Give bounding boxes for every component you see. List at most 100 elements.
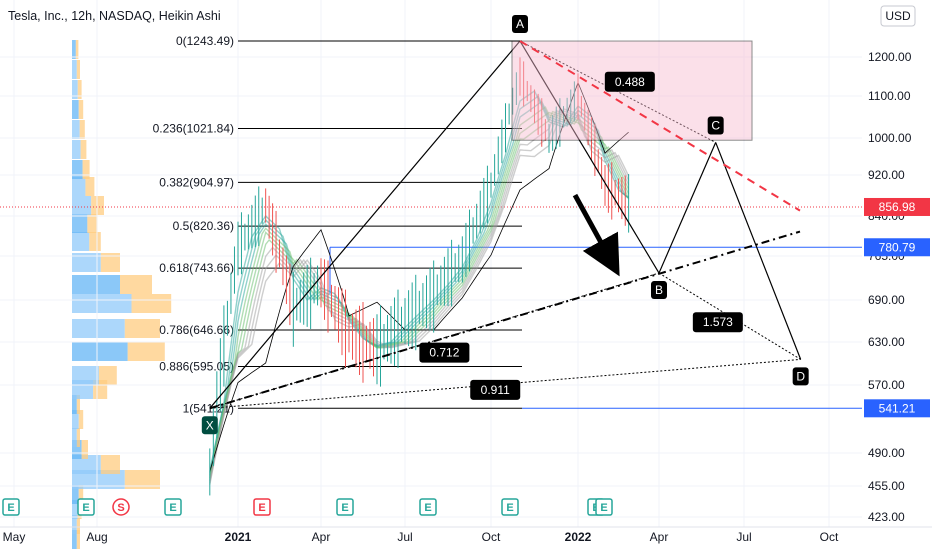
time-axis: May Aug 2021 Apr Jul Oct 2022 Apr Jul Oct xyxy=(0,526,932,544)
grid xyxy=(0,0,862,527)
event-marker: E xyxy=(253,498,271,516)
ratio-label: 0.488 xyxy=(615,75,645,89)
harmonic-pattern[interactable]: X A B C D 0.488 0.712 1.573 0.911 xyxy=(201,15,809,435)
ratio-badge-bg xyxy=(692,312,743,333)
volume-bar xyxy=(72,530,77,549)
volume-bar xyxy=(127,342,165,361)
fib-level-label: 0.236(1021.84) xyxy=(153,121,234,135)
price-tick-label: 1100.00 xyxy=(868,89,911,103)
volume-bar xyxy=(72,470,125,489)
currency-badge[interactable]: USD xyxy=(880,5,916,27)
time-tick-label: Oct xyxy=(482,530,501,544)
fib-level-label: 0.886(595.05) xyxy=(159,360,234,374)
price-tick-label: 630.00 xyxy=(868,335,905,349)
price-label: 856.98 xyxy=(879,200,916,214)
price-label: 780.79 xyxy=(879,240,916,254)
event-label: S xyxy=(117,502,124,514)
volume-bar xyxy=(72,40,76,59)
ratio-badge: 0.488 xyxy=(604,71,655,92)
event-marker: E xyxy=(2,498,20,516)
fib-level-label: 0(1243.49) xyxy=(176,34,234,48)
price-tick-label: 455.00 xyxy=(868,479,905,493)
price-tick-label: 690.00 xyxy=(868,293,905,307)
trendline-support xyxy=(209,230,801,410)
ratio-badge-bg xyxy=(419,342,470,363)
point-badge xyxy=(201,416,218,435)
event-label: E xyxy=(7,502,14,514)
pattern-leg xyxy=(658,142,717,274)
volume-bar xyxy=(72,410,79,429)
event-badge xyxy=(419,498,437,516)
fib-level-label: 0.786(646.66) xyxy=(159,323,234,337)
time-tick-label: 2022 xyxy=(565,530,592,544)
fib-retracement[interactable]: 0(1243.49) 0.236(1021.84) 0.382(904.97) 0.5… xyxy=(153,34,522,415)
volume-bar xyxy=(72,366,99,385)
event-badge xyxy=(77,498,95,516)
candles xyxy=(209,57,630,496)
volume-bar xyxy=(91,196,104,215)
ratio-label: 0.911 xyxy=(481,383,510,397)
time-tick-label: Apr xyxy=(650,530,669,544)
pattern-diagonal xyxy=(519,40,716,143)
volume-bar xyxy=(98,366,117,385)
fib-level-label: 0.5(820.36) xyxy=(173,219,234,233)
ribbon-line xyxy=(209,95,630,474)
ratio-badge: 0.712 xyxy=(419,342,470,363)
point-label: A xyxy=(516,17,524,31)
event-badge xyxy=(164,498,182,516)
point-label: C xyxy=(711,118,720,132)
event-badge xyxy=(595,498,613,516)
event-marker: E xyxy=(501,498,519,516)
volume-bar xyxy=(78,100,84,119)
volume-bar xyxy=(72,253,101,272)
event-label: E xyxy=(169,502,176,514)
point-label: X xyxy=(206,418,214,432)
event-markers: EESEEEEEEE xyxy=(2,498,613,516)
event-badge xyxy=(112,498,130,516)
event-marker: S xyxy=(112,498,130,516)
event-label: E xyxy=(341,502,348,514)
volume-bar xyxy=(78,410,84,429)
volume-bar xyxy=(72,80,78,99)
price-axis: 1200.001100.001000.00920.00840.00765.006… xyxy=(864,50,930,524)
ribbon-line xyxy=(209,100,630,475)
ma-line xyxy=(209,81,629,472)
volume-bar xyxy=(72,60,77,79)
volume-bar xyxy=(120,275,152,294)
ribbon-line xyxy=(209,108,630,484)
time-tick-label: Aug xyxy=(86,530,107,544)
volume-bar xyxy=(75,40,79,59)
volume-bar xyxy=(72,275,120,294)
ma-ribbon xyxy=(209,81,630,485)
volume-bar xyxy=(100,253,120,272)
time-tick-label: Jul xyxy=(736,530,751,544)
volume-bar xyxy=(72,177,86,196)
price-tick-label: 490.00 xyxy=(868,446,905,460)
price-label-bg xyxy=(864,197,930,216)
price-tick-label: 920.00 xyxy=(868,168,905,182)
event-badge xyxy=(501,498,519,516)
volume-bar xyxy=(89,232,101,251)
volume-bar xyxy=(72,319,125,338)
volume-bar xyxy=(72,214,88,233)
point-label: B xyxy=(655,283,663,297)
point-label-x: X xyxy=(201,416,218,435)
event-label: E xyxy=(82,502,89,514)
volume-bar xyxy=(80,140,87,159)
ratio-label: 0.712 xyxy=(429,346,459,360)
event-marker: E xyxy=(77,498,95,516)
point-label-d: D xyxy=(792,367,809,386)
volume-bar xyxy=(72,500,78,519)
time-tick-label: May xyxy=(3,530,26,544)
volume-bar xyxy=(72,120,80,139)
event-label: E xyxy=(600,502,607,514)
event-marker: E xyxy=(336,498,354,516)
volume-bar xyxy=(72,232,90,251)
volume-bar xyxy=(72,485,79,504)
volume-bar xyxy=(82,160,90,179)
pattern-leg xyxy=(209,40,521,409)
point-label-a: A xyxy=(512,15,528,34)
ratio-badge: 1.573 xyxy=(692,312,743,333)
